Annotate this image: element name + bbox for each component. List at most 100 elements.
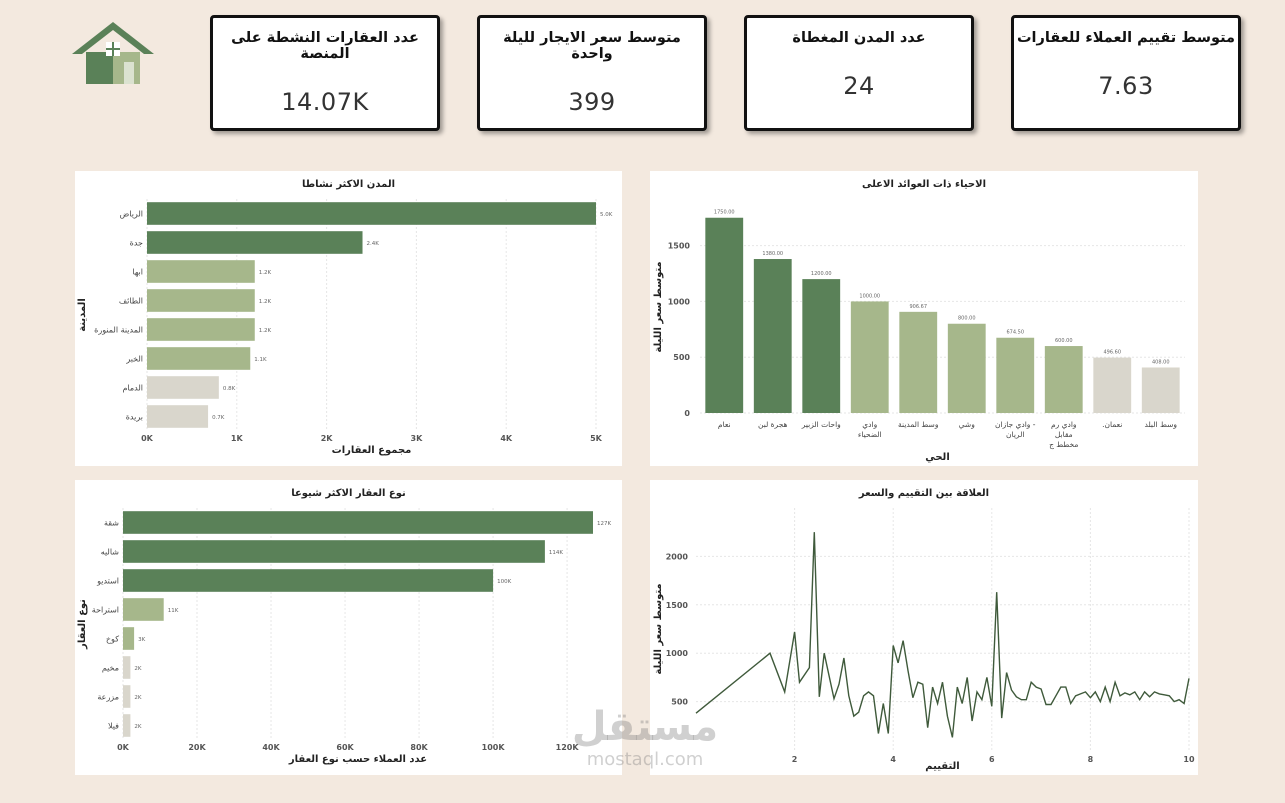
watermark-arabic: مستقل xyxy=(571,704,719,750)
x-tick-label: 4 xyxy=(890,755,896,764)
bar xyxy=(123,540,545,563)
kpi-card-cities-covered: عدد المدن المغطاة 24 xyxy=(744,15,974,131)
category-label: وسط المدينة xyxy=(898,420,939,429)
data-label: 11K xyxy=(168,608,179,614)
kpi-value: 399 xyxy=(568,88,616,116)
x-axis-title: الحي xyxy=(925,452,950,463)
data-label: 1.1K xyxy=(254,357,267,363)
bar xyxy=(147,260,255,283)
data-label: 496.60 xyxy=(1104,350,1122,356)
y-tick-label: 1000 xyxy=(668,297,691,306)
x-tick-label: 120K xyxy=(556,743,580,752)
category-label: كوخ xyxy=(106,635,119,644)
y-axis-title: المدينة xyxy=(77,298,88,332)
y-axis-title: متوسط سعر الليلة xyxy=(653,583,664,674)
category-label: الخبر xyxy=(125,355,143,364)
category-label: نعام xyxy=(718,420,731,429)
watermark: مستقل mostaql.com xyxy=(560,705,730,785)
bar xyxy=(705,217,744,413)
chart-rating-vs-price: العلاقة بين التقييم والسعر التقييم متوسط س… xyxy=(653,488,1195,772)
bar xyxy=(147,405,209,428)
category-label: استديو xyxy=(96,577,119,586)
chart-title: نوع العقار الاكثر شيوعا xyxy=(291,488,406,499)
x-tick-label: 60K xyxy=(336,743,354,752)
series-line xyxy=(695,532,1190,738)
data-label: 408.00 xyxy=(1152,359,1170,365)
category-label: الريان xyxy=(1006,430,1024,439)
category-label: .نعمان xyxy=(1102,420,1122,429)
kpi-title: عدد المدن المغطاة xyxy=(792,30,926,46)
category-label: وشي xyxy=(959,420,976,429)
kpi-title: عدد العقارات النشطة على المنصة xyxy=(231,30,419,62)
category-label: الرياض xyxy=(120,210,143,219)
category-label: وادي رم xyxy=(1051,420,1077,429)
panel-neighborhoods-chart: الاحياء ذات العوائد الاعلى الحي متوسط سعر … xyxy=(650,171,1198,466)
data-label: 1.2K xyxy=(259,270,272,276)
bar xyxy=(947,323,986,413)
category-label: واحات الزبير xyxy=(801,420,841,429)
data-label: 3K xyxy=(138,637,145,643)
data-label: 127K xyxy=(597,521,611,527)
y-tick-label: 500 xyxy=(673,353,690,362)
x-tick-label: 1K xyxy=(231,434,244,443)
kpi-title: متوسط سعر الايجار لليلة واحدة xyxy=(503,30,681,62)
x-tick-label: 0K xyxy=(141,434,154,443)
bar xyxy=(996,337,1035,413)
category-label: وادي xyxy=(862,420,877,429)
x-tick-label: 20K xyxy=(188,743,206,752)
bar xyxy=(147,202,596,225)
x-tick-label: 10 xyxy=(1183,755,1195,764)
data-label: 100K xyxy=(497,579,511,585)
kpi-card-avg-rating: متوسط تقييم العملاء للعقارات 7.63 xyxy=(1011,15,1241,131)
y-axis-title: متوسط سعر الليلة xyxy=(653,261,664,352)
panel-rating-price-chart: العلاقة بين التقييم والسعر التقييم متوسط س… xyxy=(650,480,1198,775)
category-label: مقابل xyxy=(1055,430,1073,439)
chart-cities: المدن الاكثر نشاطا مجموع العقارات المدينة 0… xyxy=(77,179,613,456)
y-tick-label: 500 xyxy=(671,698,688,707)
bar xyxy=(802,279,841,413)
chart-title: الاحياء ذات العوائد الاعلى xyxy=(862,179,986,190)
chart-neighborhoods: الاحياء ذات العوائد الاعلى الحي متوسط سعر … xyxy=(653,179,1185,463)
category-label: هجرة لبن xyxy=(758,420,788,429)
data-label: 2K xyxy=(134,724,141,730)
data-label: 674.50 xyxy=(1007,330,1025,336)
category-label: وادي جازان - xyxy=(995,420,1036,429)
category-label: استراحة xyxy=(92,606,119,615)
house-logo-icon xyxy=(72,22,154,84)
bar xyxy=(1141,367,1180,413)
kpi-value: 14.07K xyxy=(281,88,369,116)
data-label: 600.00 xyxy=(1055,338,1073,344)
bar xyxy=(147,376,219,399)
category-label: الدمام xyxy=(122,384,143,393)
bar xyxy=(123,598,164,621)
x-tick-label: 100K xyxy=(482,743,506,752)
category-label: الطائف xyxy=(119,297,143,306)
kpi-value: 24 xyxy=(843,72,875,100)
panel-cities-chart: المدن الاكثر نشاطا مجموع العقارات المدينة 0… xyxy=(75,171,622,466)
panel-types-chart: نوع العقار الاكثر شيوعا عدد العملاء حسب ن… xyxy=(75,480,622,775)
watermark-english: mostaql.com xyxy=(586,749,704,770)
chart-title: العلاقة بين التقييم والسعر xyxy=(858,488,989,499)
data-label: 2K xyxy=(134,695,141,701)
y-tick-label: 1500 xyxy=(668,242,691,251)
category-label: فيلا xyxy=(108,722,119,731)
kpi-card-avg-night-price: متوسط سعر الايجار لليلة واحدة 399 xyxy=(477,15,707,131)
bar xyxy=(899,311,938,413)
category-label: الضحياء xyxy=(858,430,882,439)
bar xyxy=(147,347,251,370)
x-tick-label: 80K xyxy=(410,743,428,752)
x-tick-label: 40K xyxy=(262,743,280,752)
category-label: شاليه xyxy=(101,548,120,557)
data-label: 1200.00 xyxy=(811,271,832,277)
kpi-value: 7.63 xyxy=(1098,72,1154,100)
y-axis-title: نوع العقار xyxy=(77,599,88,650)
x-tick-label: 2 xyxy=(792,755,798,764)
x-tick-label: 4K xyxy=(500,434,513,443)
bar xyxy=(1093,357,1132,413)
data-label: 1000.00 xyxy=(859,293,880,299)
data-label: 114K xyxy=(549,550,563,556)
data-label: 800.00 xyxy=(958,316,976,322)
bar xyxy=(123,511,593,534)
bar xyxy=(850,301,889,413)
bar xyxy=(123,685,131,708)
